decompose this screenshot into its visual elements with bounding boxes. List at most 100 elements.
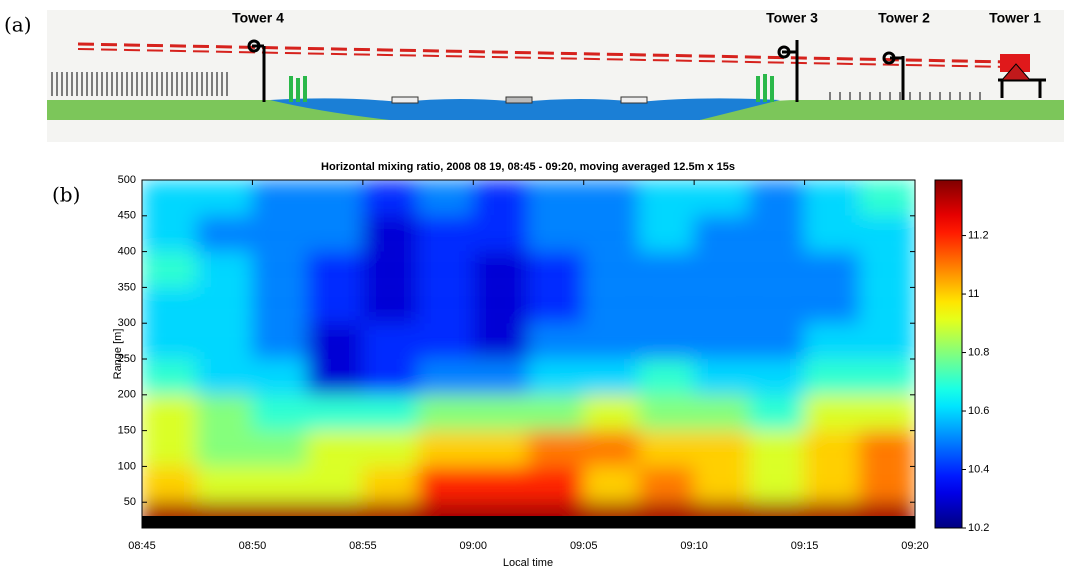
heatmap-cell [251, 215, 309, 252]
plot-frame [141, 179, 916, 529]
heatmap-cell [638, 323, 695, 360]
x-tick-label: 08:45 [128, 540, 156, 552]
heatmap-cell [638, 180, 695, 216]
heatmap [142, 180, 915, 528]
heatmap-cell [693, 323, 750, 360]
heatmap-cell [472, 215, 529, 252]
y-tick-label: 250 [118, 353, 136, 365]
panel-label: (a) [4, 13, 32, 37]
heatmap-cell [142, 215, 198, 252]
heatmap-cell [196, 251, 253, 288]
heatmap-cell [417, 251, 474, 288]
heatmap-cell [417, 215, 474, 252]
y-tick-label: 200 [118, 389, 136, 401]
y-tick-label: 50 [124, 496, 136, 508]
heatmap-cell [638, 251, 695, 288]
heatmap-cell [417, 430, 474, 467]
heatmap-cell [528, 323, 585, 360]
heatmap-cell [417, 323, 474, 360]
heatmap-cell [196, 430, 253, 467]
heatmap-cell [362, 466, 419, 503]
heatmap-cell [583, 251, 640, 288]
heatmap-cell [528, 251, 585, 288]
heatmap-cell [583, 180, 640, 216]
heatmap-cell [142, 180, 198, 216]
heatmap-cell [693, 287, 750, 324]
y-tick-label: 450 [118, 210, 136, 222]
heatmap-cell [804, 466, 861, 503]
heatmap-cell [196, 394, 253, 431]
y-tick-label: 400 [118, 246, 136, 258]
heatmap-cell [472, 251, 529, 288]
tower-label: Tower 1 [989, 10, 1041, 26]
heatmap-cell [142, 466, 198, 503]
heatmap-cell [638, 359, 695, 395]
heatmap-cell [472, 359, 529, 395]
heatmap-cell [804, 430, 861, 467]
heatmap-cell [748, 287, 806, 324]
heatmap-cell [251, 323, 309, 360]
heatmap-cell [693, 215, 750, 252]
x-tick-label: 09:10 [680, 540, 708, 552]
heatmap-cell [583, 430, 640, 467]
heatmap-cell [859, 287, 915, 324]
heatmap-cell [748, 430, 806, 467]
heatmap-cell [528, 466, 585, 503]
heatmap-cell [307, 323, 364, 360]
heatmap-cell [859, 323, 915, 360]
heatmap-cell [583, 287, 640, 324]
heatmap-cell [693, 180, 750, 216]
heatmap-cell [804, 251, 861, 288]
heatmap-cell [859, 215, 915, 252]
heatmap-cell [362, 394, 419, 431]
heatmap-cell [196, 215, 253, 252]
heatmap-cell [472, 430, 529, 467]
colorbar-tick-label: 10.2 [968, 522, 989, 534]
heatmap-cell [251, 430, 309, 467]
heatmap-cell [362, 287, 419, 324]
heatmap-cell [417, 466, 474, 503]
tower-label: Tower 3 [766, 10, 818, 26]
heatmap-cell [693, 251, 750, 288]
tower-label: Tower 4 [232, 10, 284, 26]
heatmap-cell [142, 287, 198, 324]
heatmap-cell [748, 394, 806, 431]
y-tick-label: 500 [118, 174, 136, 186]
colorbar [934, 179, 963, 529]
no-data-band [142, 516, 915, 528]
heatmap-cell [859, 251, 915, 288]
y-axis-label: Range [m] [112, 329, 124, 380]
heatmap-cell [638, 430, 695, 467]
heatmap-cell [748, 359, 806, 395]
colorbar-tick-label: 11 [968, 288, 979, 300]
heatmap-cell [362, 430, 419, 467]
heatmap-cell [804, 180, 861, 216]
heatmap-cell [307, 359, 364, 395]
y-tick-label: 300 [118, 317, 136, 329]
heatmap-cell [638, 466, 695, 503]
heatmap-cell [528, 215, 585, 252]
x-axis-label: Local time [503, 557, 553, 569]
heatmap-cell [583, 359, 640, 395]
heatmap-cell [362, 251, 419, 288]
heatmap-cell [142, 430, 198, 467]
heatmap-cell [528, 359, 585, 395]
heatmap-cell [417, 180, 474, 216]
heatmap-cell [196, 287, 253, 324]
x-tick-label: 09:00 [460, 540, 488, 552]
tower-label: Tower 2 [878, 10, 930, 26]
heatmap-cell [528, 287, 585, 324]
site-diagram [47, 10, 1064, 142]
heatmap-cell [859, 394, 915, 431]
heatmap-cell [251, 251, 309, 288]
colorbar-tick-label: 11.2 [968, 229, 989, 241]
heatmap-cell [528, 430, 585, 467]
colorbar-tick-label: 10.4 [968, 463, 989, 475]
heatmap-cell [251, 287, 309, 324]
heatmap-cell [307, 466, 364, 503]
heatmap-cell [196, 359, 253, 395]
x-tick-label: 08:50 [239, 540, 267, 552]
heatmap-cell [859, 430, 915, 467]
heatmap-cell [472, 394, 529, 431]
